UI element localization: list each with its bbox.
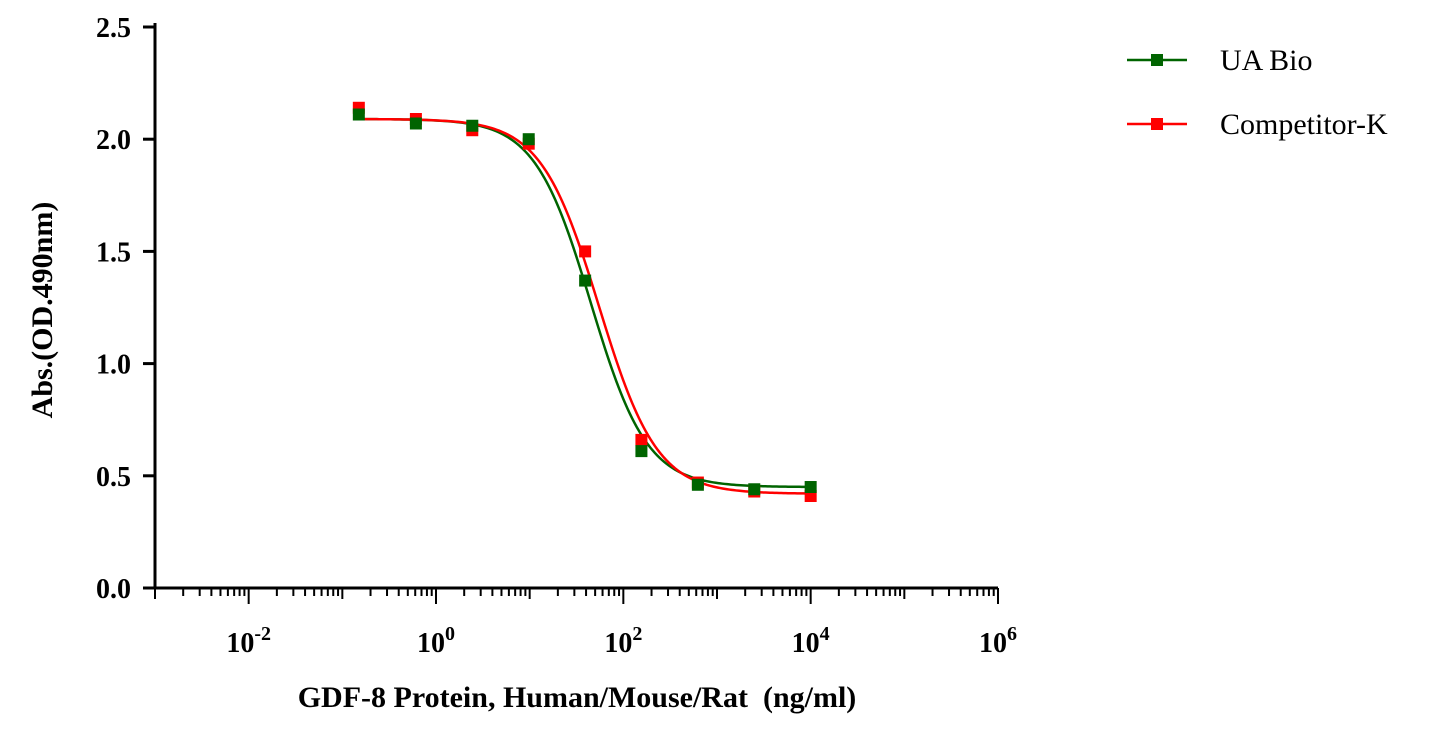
- data-point: [635, 445, 648, 458]
- x-tick-base: 10: [792, 628, 820, 659]
- x-axis-ticks: 10-2 100 102 104 106: [154, 588, 1017, 659]
- legend-label: Competitor-K: [1220, 108, 1388, 141]
- x-tick-base: 10: [226, 628, 254, 659]
- data-point: [804, 481, 817, 494]
- x-tick-label: 106: [979, 623, 1017, 659]
- x-tick-label: 10-2: [226, 623, 271, 659]
- y-tick-label: 1.5: [96, 237, 131, 268]
- x-tick-label: 102: [604, 623, 642, 659]
- data-point: [522, 133, 535, 146]
- data-point: [466, 119, 479, 132]
- data-point: [579, 245, 592, 258]
- x-tick-exponent: 0: [445, 623, 455, 645]
- y-tick-label: 1.0: [96, 350, 131, 381]
- x-tick-exponent: 4: [820, 623, 830, 645]
- x-tick-base: 10: [979, 628, 1007, 659]
- data-points: [352, 101, 817, 502]
- legend-label: UA Bio: [1220, 44, 1313, 77]
- x-tick-base: 10: [604, 628, 632, 659]
- x-tick-label: 100: [417, 623, 455, 659]
- fit-curves: [358, 117, 811, 495]
- x-tick-exponent: 6: [1007, 623, 1017, 645]
- legend-marker: [1151, 54, 1163, 66]
- y-tick-label: 2.5: [96, 13, 131, 44]
- data-point: [352, 108, 365, 121]
- data-point: [691, 478, 704, 491]
- x-tick-base: 10: [417, 628, 445, 659]
- x-axis-title: GDF-8 Protein, Human/Mouse/Rat (ng/ml): [298, 681, 857, 714]
- data-point: [635, 433, 648, 446]
- fit-curve-ua-bio: [358, 117, 811, 489]
- y-axis-title: Abs.(OD.490nm): [26, 202, 59, 419]
- fit-curve-competitor-k: [358, 117, 811, 495]
- y-tick-label: 0.0: [96, 574, 131, 605]
- legend: UA Bio Competitor-K: [1127, 44, 1388, 141]
- x-tick-label: 104: [792, 623, 830, 659]
- y-tick-label: 0.5: [96, 462, 131, 493]
- data-point: [579, 274, 592, 287]
- y-axis-ticks: 0.0 0.5 1.0 1.5 2.0 2.5: [96, 13, 155, 605]
- x-tick-exponent: -2: [254, 623, 271, 645]
- y-tick-label: 2.0: [96, 125, 131, 156]
- data-point: [409, 117, 422, 130]
- x-tick-exponent: 2: [632, 623, 642, 645]
- axes: [153, 23, 998, 590]
- data-point: [748, 483, 761, 496]
- legend-marker: [1151, 118, 1163, 130]
